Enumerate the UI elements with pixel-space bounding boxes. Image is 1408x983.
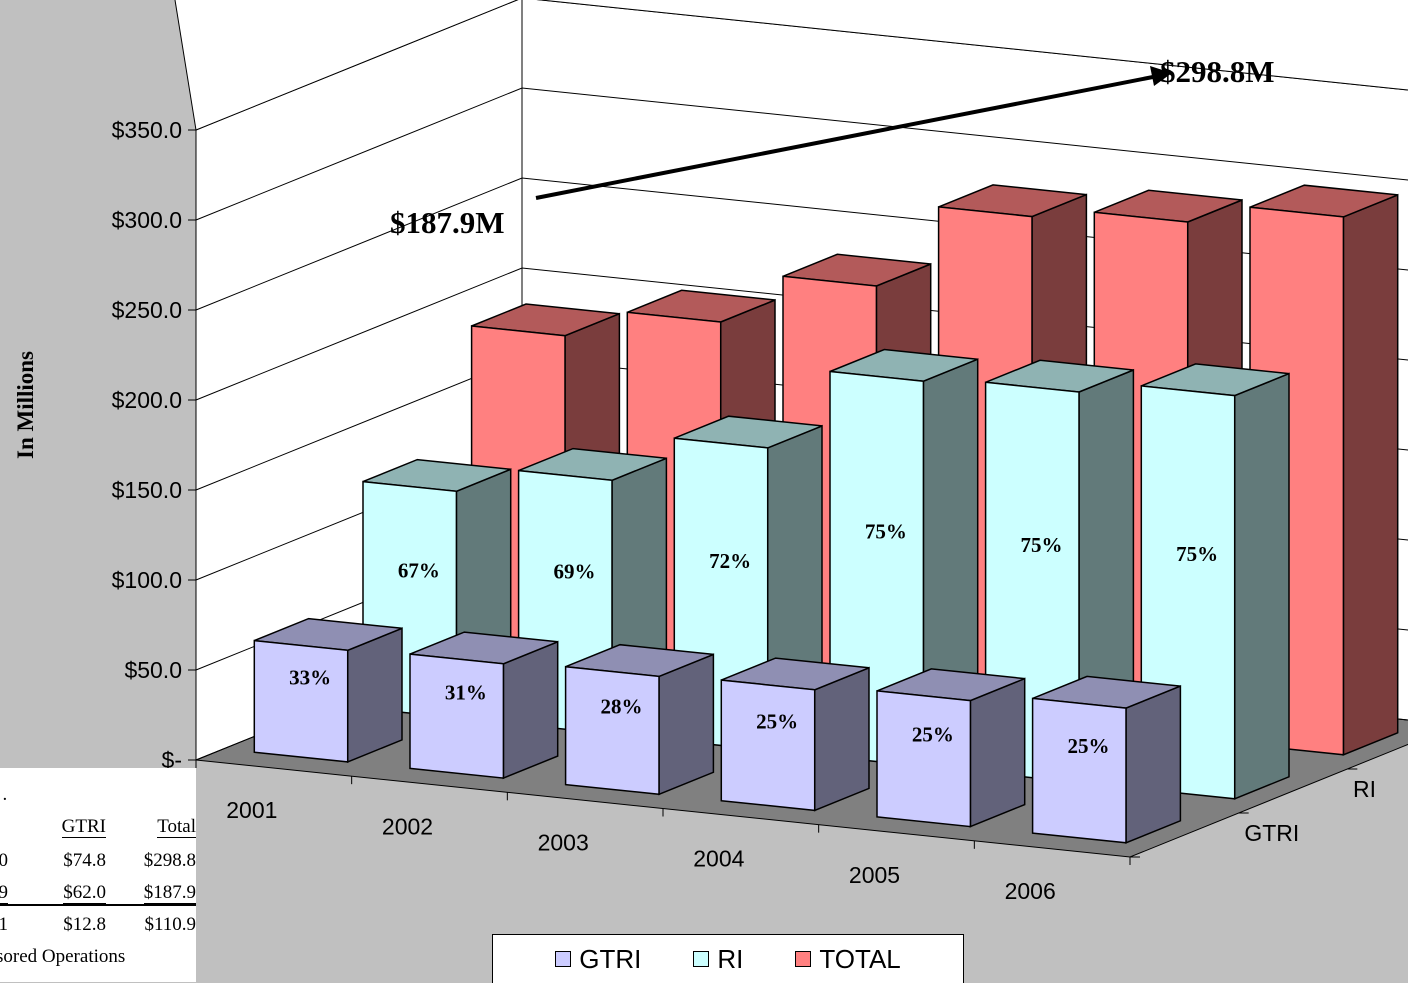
bar-gtri-2002: 31% (409, 631, 559, 780)
depth-axis-labels: TOTALRIGTRI (1130, 768, 1376, 858)
legend-item-gtri: GTRI (555, 944, 641, 975)
summary-cell: $187.9 (106, 882, 196, 906)
x-axis-categories: 2001 2002 2003 2004 2005 2006 (195, 760, 1131, 904)
depth-label: GTRI (1244, 820, 1299, 846)
data-label: 31% (445, 680, 487, 704)
summary-title: … (0, 784, 8, 806)
bar-gtri-2001: 33% (253, 617, 403, 764)
summary-row: 9 $62.0 $187.9 (0, 882, 196, 906)
bar-front (1031, 697, 1127, 844)
summary-cell: 1 (0, 914, 8, 935)
legend-swatch-ri (693, 951, 710, 967)
data-label: 69% (554, 560, 596, 584)
summary-header-row: GTRI Total (0, 816, 196, 838)
y-tick-label: $200.0 (112, 387, 182, 413)
summary-cell: 9 (0, 882, 8, 906)
trend-arrow (535, 66, 1172, 200)
bar-front (876, 690, 972, 828)
summary-cell: $110.9 (144, 914, 196, 935)
gridline (195, 87, 1408, 221)
gridline (195, 0, 1408, 131)
category-label: 2003 (538, 829, 589, 855)
summary-cell: $62.0 (8, 882, 106, 906)
legend-label-ri: RI (717, 943, 744, 974)
summary-cell: $12.8 (63, 914, 106, 935)
y-tick-label: $250.0 (112, 297, 182, 323)
y-axis-ticks: $350.0 $300.0 $250.0 $200.0 $150.0 $100.0 $50.… (112, 117, 196, 773)
legend-item-total: TOTAL (795, 943, 901, 975)
data-label: 67% (398, 558, 440, 582)
bar-side (1125, 684, 1182, 844)
chart-left-wall-top (175, 0, 522, 130)
bar-side (813, 666, 870, 812)
y-tick-label: $- (162, 747, 182, 773)
y-tick-label: $50.0 (124, 657, 182, 683)
summary-cell: $74.8 (63, 850, 106, 871)
category-label: 2006 (1005, 878, 1056, 904)
summary-footer: sored Operations (0, 946, 126, 967)
data-label: 25% (756, 709, 798, 733)
data-label: 75% (1176, 542, 1218, 566)
annotation-start: $187.9M (390, 205, 505, 240)
bar-gtri-2004: 25% (720, 657, 870, 812)
bar-gtri-2003: 28% (564, 643, 715, 796)
summary-title-row: … (0, 784, 8, 806)
legend-label-total: TOTAL (819, 943, 901, 974)
summary-table: … GTRI Total 0 $74.8 $298.8 9 $62.0 $187… (0, 768, 196, 982)
category-label: 2004 (693, 846, 744, 872)
legend-swatch-total (795, 951, 812, 967)
bar-gtri-2005: 25% (876, 668, 1026, 828)
bar-side (346, 627, 403, 764)
summary-header: Total (157, 816, 196, 838)
y-tick-label: $150.0 (112, 477, 182, 503)
bar-side (658, 653, 715, 796)
bar-gtri-2006: 25% (1031, 675, 1182, 844)
data-label: 33% (289, 666, 331, 690)
bar-side (969, 677, 1026, 828)
category-label: 2002 (382, 813, 433, 839)
annotation-end: $298.8M (1160, 54, 1275, 89)
summary-row: 1 $12.8 $110.9 (0, 914, 196, 936)
legend-swatch-gtri (555, 951, 572, 967)
bar-side (502, 640, 559, 780)
bar-ri-2006: 75% (1140, 363, 1290, 800)
summary-cell: 0 (0, 850, 8, 871)
data-label: 75% (1021, 533, 1063, 557)
bar-front (720, 679, 816, 812)
legend-label-gtri: GTRI (579, 943, 642, 974)
depth-label: RI (1353, 776, 1376, 802)
data-label: 75% (865, 520, 907, 544)
legend-item-ri: RI (693, 944, 743, 975)
y-axis-label: In Millions (13, 351, 38, 459)
category-label: 2001 (226, 797, 277, 823)
chart-wall-edge (174, 0, 197, 131)
y-tick-label: $350.0 (112, 117, 182, 143)
bar-front (253, 639, 349, 763)
summary-header (0, 816, 8, 838)
y-tick-label: $300.0 (112, 207, 182, 233)
chart-back-wall-top (522, 0, 1408, 91)
bar-front (564, 665, 660, 796)
summary-header: GTRI (61, 816, 106, 838)
bars: 67% 69% 72% 75% 75% 75% 33% 31% 28% 25% 25% 25% (253, 184, 1399, 844)
summary-row: 0 $74.8 $298.8 (0, 850, 196, 872)
bar-side (1233, 372, 1290, 800)
summary-footer-row: sored Operations (0, 946, 125, 968)
summary-cell: $298.8 (143, 850, 196, 871)
y-tick-label: $100.0 (112, 567, 182, 593)
data-label: 25% (912, 722, 954, 746)
data-label: 72% (709, 549, 751, 573)
category-label: 2005 (849, 862, 900, 888)
legend: GTRI RI TOTAL (492, 934, 964, 983)
data-label: 25% (1068, 734, 1110, 758)
data-label: 28% (601, 695, 643, 719)
bar-front (409, 653, 505, 779)
bar-side (1342, 193, 1399, 756)
